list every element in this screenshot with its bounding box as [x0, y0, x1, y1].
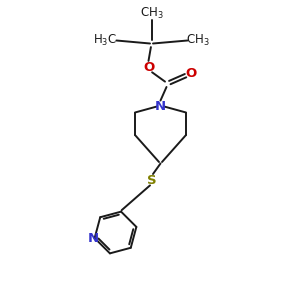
Text: N: N [88, 232, 99, 244]
Text: CH$_3$: CH$_3$ [186, 33, 210, 48]
Text: O: O [143, 61, 154, 74]
Text: S: S [147, 173, 156, 187]
Text: H$_3$C: H$_3$C [93, 33, 117, 48]
Text: O: O [185, 67, 196, 80]
Text: N: N [155, 100, 166, 113]
Text: CH$_3$: CH$_3$ [140, 6, 163, 21]
